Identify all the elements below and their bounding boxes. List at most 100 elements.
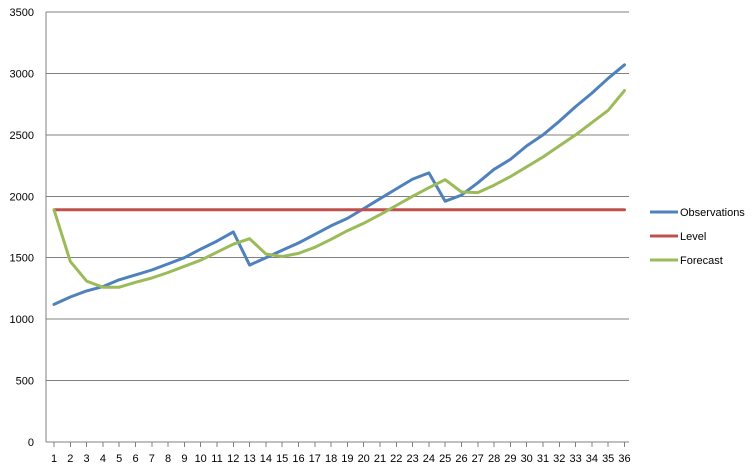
legend-label-level: Level: [680, 231, 706, 243]
data-point-observations: [509, 158, 512, 161]
y-tick-label: 3000: [10, 68, 34, 80]
series-line-forecast: [52, 89, 626, 289]
data-point-level: [297, 208, 300, 211]
x-tick-label: 1: [51, 453, 57, 465]
data-point-forecast: [330, 238, 333, 241]
x-tick-label: 31: [537, 453, 549, 465]
data-point-forecast: [460, 190, 463, 193]
data-point-observations: [183, 256, 186, 259]
data-point-forecast: [69, 260, 72, 263]
y-tick-label: 2000: [10, 191, 34, 203]
data-point-observations: [216, 240, 219, 243]
data-point-forecast: [53, 208, 56, 211]
data-point-observations: [444, 200, 447, 203]
x-tick-label: 29: [504, 453, 516, 465]
x-tick-label: 34: [586, 453, 598, 465]
data-point-level: [281, 208, 284, 211]
data-point-observations: [313, 233, 316, 236]
data-point-observations: [558, 120, 561, 123]
data-point-level: [525, 208, 528, 211]
x-tick-label: 8: [165, 453, 171, 465]
data-point-observations: [590, 92, 593, 95]
data-point-level: [623, 208, 626, 211]
data-point-forecast: [411, 195, 414, 198]
data-point-level: [101, 208, 104, 211]
data-point-level: [232, 208, 235, 211]
data-point-forecast: [183, 265, 186, 268]
data-point-observations: [85, 289, 88, 292]
x-tick-label: 36: [618, 453, 630, 465]
data-point-forecast: [150, 276, 153, 279]
x-tick-label: 4: [100, 453, 106, 465]
data-point-level: [607, 208, 610, 211]
data-point-forecast: [493, 184, 496, 187]
data-point-forecast: [427, 186, 430, 189]
data-point-forecast: [542, 155, 545, 158]
x-tick-label: 30: [521, 453, 533, 465]
data-point-observations: [379, 197, 382, 200]
data-point-forecast: [558, 144, 561, 147]
x-tick-label: 7: [149, 453, 155, 465]
x-tick-label: 18: [325, 453, 337, 465]
data-point-observations: [460, 194, 463, 197]
x-tick-label: 12: [227, 453, 239, 465]
data-point-forecast: [346, 229, 349, 232]
data-point-forecast: [297, 252, 300, 255]
x-tick-label: 20: [358, 453, 370, 465]
x-tick-label: 32: [553, 453, 565, 465]
data-point-forecast: [85, 280, 88, 283]
data-point-level: [313, 208, 316, 211]
data-point-level: [476, 208, 479, 211]
x-tick-label: 22: [390, 453, 402, 465]
x-tick-label: 5: [116, 453, 122, 465]
data-point-forecast: [199, 259, 202, 262]
data-point-level: [183, 208, 186, 211]
data-point-observations: [264, 256, 267, 259]
x-tick-label: 17: [309, 453, 321, 465]
data-point-level: [558, 208, 561, 211]
data-point-forecast: [395, 204, 398, 207]
data-point-observations: [346, 217, 349, 220]
data-point-observations: [525, 144, 528, 147]
x-tick-label: 26: [455, 453, 467, 465]
x-tick-label: 27: [472, 453, 484, 465]
data-point-forecast: [313, 246, 316, 249]
x-tick-label: 35: [602, 453, 614, 465]
data-point-level: [362, 208, 365, 211]
data-point-observations: [607, 77, 610, 80]
data-point-observations: [53, 303, 56, 306]
data-point-observations: [199, 248, 202, 251]
data-point-level: [85, 208, 88, 211]
data-point-forecast: [134, 281, 137, 284]
data-point-level: [346, 208, 349, 211]
data-point-observations: [281, 249, 284, 252]
data-point-observations: [542, 133, 545, 136]
x-tick-label: 16: [292, 453, 304, 465]
data-point-observations: [623, 63, 626, 66]
data-point-forecast: [216, 251, 219, 254]
data-point-level: [216, 208, 219, 211]
data-point-level: [509, 208, 512, 211]
x-tick-label: 25: [439, 453, 451, 465]
data-point-level: [574, 208, 577, 211]
data-point-observations: [248, 264, 251, 267]
data-point-observations: [574, 105, 577, 108]
data-point-forecast: [525, 165, 528, 168]
series-line-observations: [52, 63, 626, 306]
y-tick-label: 2500: [10, 130, 34, 142]
data-point-forecast: [264, 253, 267, 256]
x-tick-label: 2: [67, 453, 73, 465]
data-point-observations: [118, 278, 121, 281]
data-point-level: [150, 208, 153, 211]
data-point-observations: [134, 273, 137, 276]
y-tick-label: 0: [28, 437, 34, 449]
data-point-forecast: [590, 121, 593, 124]
x-tick-label: 19: [341, 453, 353, 465]
data-point-observations: [476, 181, 479, 184]
data-point-level: [444, 208, 447, 211]
y-tick-label: 1500: [10, 253, 34, 265]
y-tick-label: 1000: [10, 314, 34, 326]
data-point-observations: [395, 187, 398, 190]
data-point-level: [411, 208, 414, 211]
